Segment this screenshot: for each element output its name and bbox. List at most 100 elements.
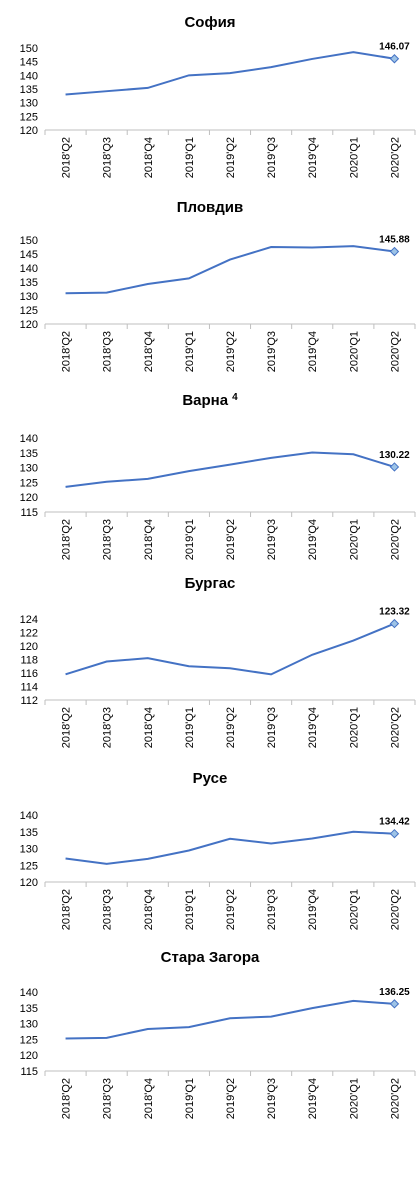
y-tick-label: 150 [20, 235, 38, 247]
x-tick-label: 2018'Q3 [102, 519, 114, 560]
x-tick-label: 2018'Q2 [61, 519, 73, 560]
y-tick-label: 125 [20, 860, 38, 872]
y-tick-label: 145 [20, 57, 38, 69]
y-tick-label: 135 [20, 277, 38, 289]
point-marker [389, 54, 400, 64]
x-tick-label: 2018'Q3 [102, 889, 114, 930]
y-tick-label: 130 [20, 844, 38, 856]
x-tick-label: 2018'Q4 [143, 1078, 155, 1119]
y-tick-label: 135 [20, 448, 38, 460]
y-tick-label: 135 [20, 84, 38, 96]
series-line [65, 622, 395, 676]
y-tick-label: 140 [20, 70, 38, 82]
x-tick-label: 2020'Q2 [389, 331, 401, 372]
x-tick-label: 2019'Q3 [266, 331, 278, 372]
x-tick-label: 2020'Q2 [389, 707, 401, 748]
y-tick-label: 125 [20, 1034, 38, 1046]
x-tick-label: 2020'Q2 [389, 1078, 401, 1119]
x-tick-label: 2020'Q1 [348, 889, 360, 930]
y-tick-label: 124 [20, 614, 38, 626]
x-tick-label: 2019'Q3 [266, 889, 278, 930]
x-tick-label: 2020'Q1 [348, 331, 360, 372]
y-tick-label: 135 [20, 827, 38, 839]
title-footnote: 4 [232, 392, 238, 403]
x-tick-label: 2018'Q3 [102, 707, 114, 748]
x-tick-label: 2019'Q2 [225, 707, 237, 748]
x-tick-label: 2018'Q2 [61, 707, 73, 748]
x-tick-label: 2019'Q2 [225, 1078, 237, 1119]
y-tick-label: 115 [20, 1066, 38, 1078]
title-text: Русе [193, 770, 228, 787]
x-tick-label: 2019'Q1 [184, 707, 196, 748]
x-tick-label: 2019'Q3 [266, 707, 278, 748]
x-tick-label: 2018'Q3 [102, 331, 114, 372]
value-label: 136.25 [379, 987, 410, 998]
title-text: Бургас [185, 575, 236, 592]
y-tick-label: 130 [20, 291, 38, 303]
x-tick-label: 2019'Q4 [307, 707, 319, 748]
y-tick-label: 118 [20, 655, 38, 667]
y-tick-label: 125 [20, 305, 38, 317]
x-tick-label: 2018'Q4 [143, 331, 155, 372]
x-tick-label: 2020'Q1 [348, 519, 360, 560]
x-tick-label: 2018'Q4 [143, 137, 155, 178]
x-tick-label: 2019'Q1 [184, 331, 196, 372]
x-tick-label: 2019'Q2 [225, 331, 237, 372]
y-tick-label: 130 [20, 463, 38, 475]
chart-title: Русе [193, 770, 228, 787]
x-tick-label: 2019'Q4 [307, 1078, 319, 1119]
value-label: 123.32 [379, 607, 410, 618]
point-marker [389, 462, 400, 472]
y-tick-label: 120 [20, 125, 38, 137]
x-tick-label: 2018'Q2 [61, 331, 73, 372]
point-marker [389, 828, 400, 839]
y-tick-label: 130 [20, 98, 38, 110]
x-tick-label: 2019'Q1 [184, 889, 196, 930]
title-text: София [184, 14, 235, 31]
chart-title: Стара Загора [161, 949, 260, 966]
point-marker [389, 999, 400, 1009]
y-tick-label: 120 [20, 1050, 38, 1062]
x-tick-label: 2019'Q2 [225, 889, 237, 930]
title-text: Варна [182, 392, 228, 409]
point-marker [389, 246, 400, 257]
x-tick-label: 2018'Q4 [143, 889, 155, 930]
y-tick-label: 130 [20, 1019, 38, 1031]
x-tick-label: 2018'Q3 [102, 1078, 114, 1119]
y-tick-label: 115 [20, 507, 38, 519]
x-tick-label: 2019'Q3 [266, 1078, 278, 1119]
y-tick-label: 122 [20, 628, 38, 640]
x-tick-label: 2018'Q3 [102, 137, 114, 178]
x-tick-label: 2019'Q1 [184, 137, 196, 178]
point-marker [389, 618, 400, 629]
y-tick-label: 120 [20, 641, 38, 653]
x-tick-label: 2020'Q1 [348, 1078, 360, 1119]
x-tick-label: 2020'Q1 [348, 707, 360, 748]
x-tick-label: 2018'Q2 [61, 889, 73, 930]
y-tick-label: 114 [20, 682, 38, 694]
x-tick-label: 2019'Q1 [184, 519, 196, 560]
y-tick-label: 125 [20, 111, 38, 123]
x-tick-label: 2018'Q4 [143, 519, 155, 560]
y-tick-label: 125 [20, 477, 38, 489]
chart-title: Бургас [185, 575, 236, 592]
y-tick-label: 120 [20, 877, 38, 889]
y-tick-label: 135 [20, 1003, 38, 1015]
title-text: Стара Загора [161, 949, 260, 966]
y-tick-label: 120 [20, 492, 38, 504]
x-tick-label: 2019'Q3 [266, 519, 278, 560]
chart-title: Пловдив [177, 199, 243, 216]
y-tick-label: 112 [20, 695, 38, 707]
x-tick-label: 2019'Q2 [225, 519, 237, 560]
x-tick-label: 2019'Q2 [225, 137, 237, 178]
y-tick-label: 150 [20, 43, 38, 55]
y-tick-label: 140 [20, 433, 38, 445]
series-line [65, 245, 395, 295]
x-tick-label: 2018'Q2 [61, 137, 73, 178]
y-tick-label: 145 [20, 249, 38, 261]
x-tick-label: 2019'Q3 [266, 137, 278, 178]
x-tick-label: 2019'Q4 [307, 331, 319, 372]
series-line [65, 830, 395, 865]
chart-title: София [184, 14, 235, 31]
